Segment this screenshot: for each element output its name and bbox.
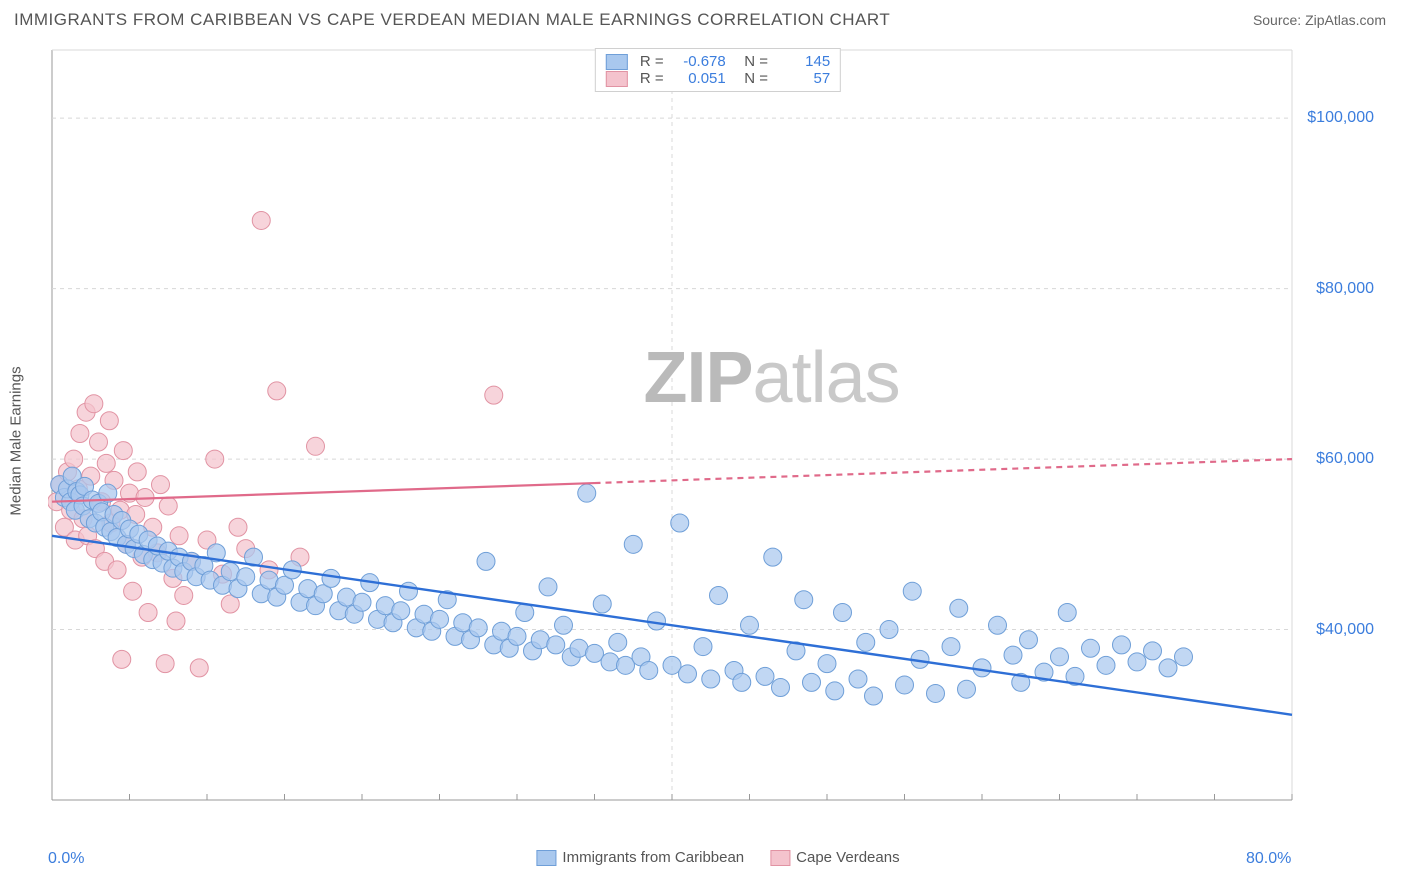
chart-title: IMMIGRANTS FROM CARIBBEAN VS CAPE VERDEA… xyxy=(14,10,890,30)
x-tick-left: 0.0% xyxy=(48,850,84,868)
y-tick-label: $60,000 xyxy=(1316,450,1374,468)
swatch-b-icon xyxy=(770,850,790,866)
source-label: Source: ZipAtlas.com xyxy=(1253,12,1386,28)
scatter-plot xyxy=(48,46,1296,804)
legend-item-b: Cape Verdeans xyxy=(770,849,899,866)
x-tick-right: 80.0% xyxy=(1246,850,1291,868)
swatch-a-icon xyxy=(536,850,556,866)
swatch-series-a xyxy=(606,54,628,70)
legend-item-a: Immigrants from Caribbean xyxy=(536,849,744,866)
y-tick-label: $40,000 xyxy=(1316,621,1374,639)
correlation-legend: R = -0.678 N = 145 R = 0.051 N = 57 xyxy=(595,48,841,92)
chart-header: IMMIGRANTS FROM CARIBBEAN VS CAPE VERDEA… xyxy=(0,0,1406,36)
legend-row-series-a: R = -0.678 N = 145 xyxy=(606,53,830,70)
y-axis-label: Median Male Earnings xyxy=(8,366,25,515)
swatch-series-b xyxy=(606,71,628,87)
legend-row-series-b: R = 0.051 N = 57 xyxy=(606,70,830,87)
chart-area: Median Male Earnings ZIPatlas R = -0.678… xyxy=(48,46,1388,836)
y-tick-label: $100,000 xyxy=(1307,109,1374,127)
y-tick-label: $80,000 xyxy=(1316,280,1374,298)
series-legend: Immigrants from Caribbean Cape Verdeans xyxy=(536,849,899,866)
